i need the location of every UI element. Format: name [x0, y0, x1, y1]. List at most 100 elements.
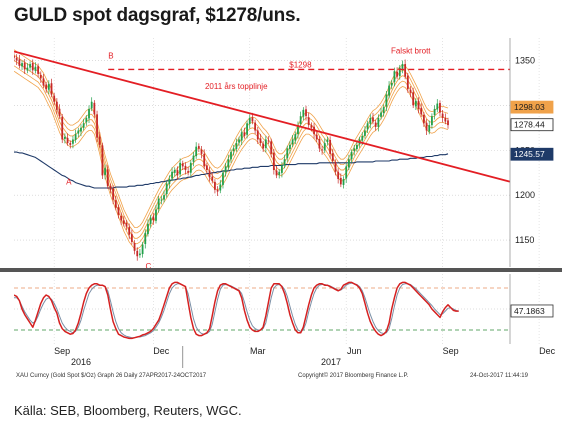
candle-body [14, 55, 15, 58]
y-tick-label: 1150 [515, 235, 534, 245]
band-line [14, 49, 449, 228]
axes: 115012001250130013501298.031278.441245.5… [54, 38, 556, 368]
candle-body [155, 209, 157, 221]
candle-body [125, 222, 128, 227]
x-tick-label: Sep [54, 346, 70, 356]
price-badge-label: 1278.44 [514, 120, 545, 130]
candle-body [80, 127, 82, 132]
oscillator-badge [510, 304, 554, 318]
candle-body [176, 170, 179, 176]
candle-body [382, 107, 385, 114]
candle-body [152, 216, 155, 221]
candle-body [393, 71, 396, 82]
price-badge [510, 147, 554, 161]
candle-body [61, 116, 64, 140]
candle-body [211, 176, 214, 181]
candle-body [347, 159, 350, 168]
candle-body [23, 62, 26, 70]
candle-body [278, 171, 281, 175]
candle-body [259, 138, 262, 144]
candle-body [64, 136, 66, 139]
candle-body [323, 143, 326, 151]
candle-body [219, 184, 222, 191]
candle-body [200, 149, 203, 154]
candle-body [364, 130, 366, 136]
candle-body [45, 84, 48, 90]
candle-body [398, 67, 401, 77]
candle-body [31, 62, 34, 71]
candle-body [372, 117, 374, 122]
candle-body [232, 148, 235, 151]
annotation: B [108, 52, 113, 61]
candle-body [53, 95, 56, 102]
candle-body [305, 109, 307, 117]
candle-body [184, 165, 187, 171]
candle-body [275, 170, 278, 176]
candle-body [114, 200, 117, 208]
candle-body [77, 130, 80, 134]
candle-body [390, 82, 393, 86]
candle-body [422, 114, 425, 124]
candle-body [205, 165, 208, 171]
candle-body [109, 186, 112, 190]
candle-body [55, 101, 58, 110]
candle-body [214, 181, 216, 190]
chart-labels: A B C 2011 års topplinje $1298 Falskt brott [66, 46, 431, 271]
candle-body [66, 137, 69, 144]
candle-body [444, 117, 447, 122]
candle-body [157, 198, 160, 209]
candle-body [425, 122, 428, 131]
candle-body [262, 143, 265, 149]
y-tick-label: 1350 [515, 55, 535, 65]
candle-body [18, 59, 21, 66]
candle-body [267, 140, 270, 142]
candle-body [15, 57, 18, 61]
candle-body [406, 75, 409, 90]
candle-body [404, 64, 407, 77]
price-badge [510, 100, 554, 114]
candle-body [130, 234, 133, 242]
candle-body [106, 169, 109, 187]
footer-left: XAU Curncy (Gold Spot $/Oz) Graph 26 Dai… [16, 373, 207, 379]
price-badge-label: 1298.03 [514, 102, 545, 112]
candle-body [85, 117, 88, 123]
page-title: GULD spot dagsgraf, $1278/uns. [14, 5, 301, 26]
candle-body [168, 178, 171, 185]
candle-body [208, 170, 211, 178]
candle-body [417, 100, 420, 109]
candle-body [189, 162, 192, 173]
candle-body [235, 143, 238, 149]
candle-body [37, 66, 40, 74]
candle-body [441, 113, 444, 118]
candle-body [238, 139, 240, 143]
candle-body [47, 83, 50, 90]
year-label: 2016 [71, 357, 91, 367]
candle-body [254, 122, 257, 131]
candle-body [401, 64, 404, 69]
band-line [14, 70, 449, 250]
candle-body [409, 89, 412, 93]
oscillator-grid [14, 274, 540, 344]
candle-body [42, 78, 45, 86]
footer-right: 24-Oct-2017 11:44:19 [470, 373, 529, 379]
candle-body [160, 199, 163, 201]
candle-body [299, 116, 302, 125]
candle-body [345, 166, 348, 179]
candle-body [307, 117, 310, 126]
candle-body [374, 122, 377, 127]
price-badge [510, 118, 554, 132]
candle-body [216, 189, 219, 192]
candle-body [90, 101, 93, 109]
candle-body [222, 172, 224, 185]
long-ma-line [14, 151, 449, 189]
candle-body [136, 250, 139, 257]
candle-body [195, 146, 198, 157]
candle-body [356, 144, 358, 149]
candle-body [321, 149, 323, 151]
candle-body [243, 132, 246, 136]
price-panel [14, 49, 510, 261]
candle-body [272, 152, 275, 171]
candle-body [414, 100, 417, 107]
candle-body [133, 242, 136, 251]
